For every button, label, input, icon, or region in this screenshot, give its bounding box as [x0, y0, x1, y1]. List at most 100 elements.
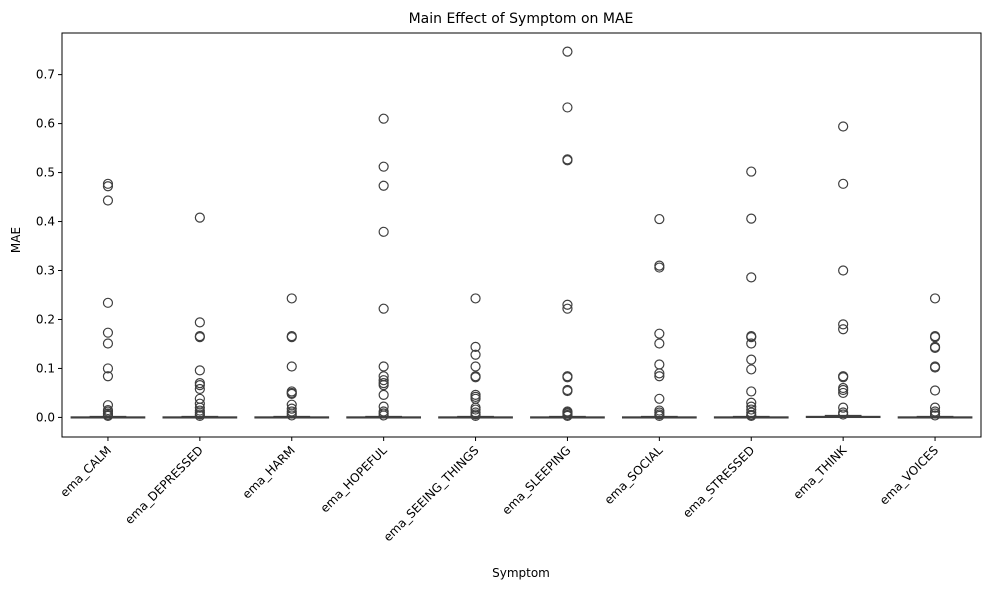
- outlier-point: [838, 409, 849, 420]
- outlier-point: [194, 317, 205, 328]
- outlier-point: [929, 385, 941, 396]
- outlier-point: [378, 375, 389, 386]
- outlier-point: [654, 410, 665, 422]
- y-tick-label: 0.1: [36, 361, 55, 375]
- outlier-point: [562, 303, 573, 314]
- x-axis-title: Symptom: [492, 566, 550, 580]
- outlier-point: [470, 404, 481, 415]
- outlier-point: [286, 403, 297, 414]
- outlier-point: [102, 178, 114, 189]
- outlier-point: [470, 349, 481, 360]
- outlier-point: [286, 332, 297, 343]
- outlier-point: [378, 361, 389, 372]
- outlier-point: [102, 363, 114, 374]
- outlier-point: [470, 293, 481, 304]
- outlier-point: [470, 410, 481, 422]
- outlier-point: [102, 371, 114, 382]
- chart-title: Main Effect of Symptom on MAE: [409, 11, 634, 27]
- outlier-point: [654, 368, 665, 379]
- outlier-point: [102, 400, 114, 411]
- x-tick-label: ema_HARM: [240, 443, 298, 501]
- outlier-point: [286, 388, 297, 400]
- outlier-point: [746, 332, 757, 343]
- outlier-point: [838, 372, 849, 383]
- outlier-point: [102, 327, 114, 338]
- outlier-point: [194, 332, 205, 343]
- outlier-point: [746, 338, 757, 349]
- outlier-point: [286, 410, 297, 421]
- outlier-point: [838, 265, 849, 276]
- outlier-point: [746, 407, 757, 418]
- outlier-point: [378, 303, 389, 314]
- outlier-point: [838, 178, 849, 189]
- outlier-point: [470, 391, 481, 402]
- outlier-point: [378, 389, 389, 400]
- outlier-point: [470, 372, 481, 383]
- outlier-point: [746, 272, 757, 283]
- outlier-point: [654, 213, 665, 225]
- outlier-point: [194, 365, 205, 376]
- y-tick-label: 0.0: [36, 410, 55, 424]
- x-tick-label: ema_CALM: [57, 443, 114, 500]
- outlier-point: [102, 338, 114, 349]
- outlier-point: [838, 121, 849, 132]
- outlier-point: [378, 226, 389, 237]
- outlier-point: [194, 383, 205, 395]
- x-tick-label: ema_SEEING_THINGS: [381, 443, 482, 544]
- outlier-point: [654, 393, 665, 404]
- y-tick-label: 0.3: [36, 264, 55, 278]
- outlier-point: [929, 342, 941, 353]
- outlier-point: [286, 361, 297, 372]
- outlier-point: [929, 293, 941, 304]
- plot-area: 0.0 0.1 0.2 0.3 0.4 0.5 0.6 0.7 ema_CALM ema_DEPR…: [36, 32, 982, 544]
- outlier-point: [746, 354, 757, 365]
- outlier-point: [746, 166, 757, 177]
- outlier-point: [470, 361, 481, 372]
- outlier-point: [194, 410, 205, 422]
- outlier-point: [194, 402, 205, 413]
- outlier-point: [102, 410, 114, 422]
- outlier-point: [929, 362, 941, 373]
- outlier-point: [470, 341, 481, 352]
- outlier-point: [746, 386, 757, 397]
- outlier-point: [929, 402, 941, 413]
- outlier-point: [746, 213, 757, 224]
- outlier-point: [654, 359, 665, 370]
- outlier-point: [562, 102, 573, 113]
- x-tick-label: ema_SLEEPING: [499, 443, 573, 517]
- outlier-point: [746, 397, 757, 408]
- outlier-point: [929, 410, 941, 421]
- y-tick-label: 0.7: [36, 68, 55, 82]
- outlier-point: [562, 46, 573, 57]
- x-tick-label: ema_STRESSED: [680, 443, 757, 520]
- y-tick-label: 0.6: [36, 117, 55, 131]
- outlier-point: [746, 410, 757, 422]
- outlier-point: [654, 262, 665, 273]
- x-tick-label: ema_HOPEFUL: [318, 443, 390, 515]
- outlier-point: [838, 384, 849, 396]
- outlier-point: [654, 328, 665, 339]
- outlier-point: [654, 371, 665, 382]
- outlier-point: [102, 181, 114, 192]
- x-tick-label: ema_THINK: [790, 442, 850, 502]
- outlier-point: [746, 364, 757, 375]
- outlier-point: [746, 404, 757, 415]
- y-axis-title: MAE: [9, 227, 23, 253]
- y-tick-label: 0.5: [36, 166, 55, 180]
- outlier-point: [838, 402, 849, 413]
- outlier-point: [562, 410, 573, 422]
- outlier-point: [378, 113, 389, 124]
- outlier-point: [838, 387, 849, 399]
- outlier-point: [194, 212, 205, 223]
- outlier-point: [562, 155, 573, 166]
- outlier-point: [378, 161, 389, 172]
- x-tick-label: ema_VOICES: [877, 443, 941, 507]
- outlier-point: [838, 324, 849, 335]
- outlier-point: [929, 332, 941, 343]
- outlier-point: [378, 379, 389, 391]
- x-tick-label: ema_SOCIAL: [602, 443, 666, 507]
- outlier-point: [562, 372, 573, 383]
- y-tick-label: 0.2: [36, 312, 55, 326]
